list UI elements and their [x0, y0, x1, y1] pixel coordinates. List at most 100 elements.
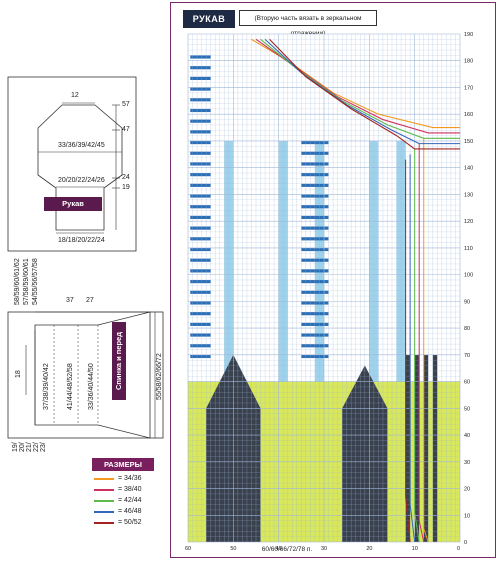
- stitch-mark: [190, 247, 211, 252]
- stitch-mark: [190, 322, 211, 326]
- size-line: [264, 38, 460, 145]
- sleeve-h1: 57: [122, 101, 130, 108]
- row-label: 150: [464, 139, 473, 145]
- size-line: [260, 38, 460, 139]
- sleeve-lower-width: 20/20/22/24/26: [58, 177, 105, 184]
- col-label: 0: [457, 546, 460, 550]
- legend-swatch: [94, 489, 114, 491]
- sleeve-tag: РУКАВ: [183, 10, 235, 28]
- row-label: 120: [464, 219, 473, 225]
- cable-stripe: [405, 354, 411, 542]
- cable-stripe: [423, 354, 429, 542]
- body-width-c: 54/55/56/57/58: [32, 258, 39, 305]
- body-bottom-1: 19/: [12, 442, 19, 452]
- size-line: [405, 159, 411, 543]
- col-label: 20: [366, 546, 372, 550]
- col-label: 10: [412, 546, 418, 550]
- sleeve-bottom-width: 18/18/20/22/24: [58, 237, 105, 244]
- size-line: [409, 154, 416, 543]
- row-label: 180: [464, 59, 473, 65]
- stitch-mark: [190, 279, 211, 284]
- body-h-b: 41/44/48/52/58: [67, 363, 74, 410]
- stitch-mark: [190, 98, 211, 102]
- col-label: 50: [230, 546, 236, 550]
- sleeve-h4: 19: [122, 184, 130, 191]
- col-label: 30: [321, 546, 327, 550]
- body-bottom-2: 20/: [19, 442, 26, 452]
- stitch-mark: [190, 354, 211, 359]
- legend-swatch: [94, 511, 114, 513]
- stitch-mark: [190, 333, 211, 337]
- size-line: [414, 148, 420, 543]
- stitch-mark: [190, 108, 211, 113]
- body-width-a: 58/59/60/61/62: [14, 258, 21, 305]
- size-line: [418, 143, 425, 543]
- row-label: 110: [464, 246, 473, 252]
- stitch-mark: [190, 301, 211, 305]
- body-width-b: 57/58/59/60/61: [23, 258, 30, 305]
- stitch-mark: [190, 76, 211, 80]
- body-w1: 37: [66, 297, 74, 304]
- stitch-mark: [190, 312, 211, 316]
- knitting-chart: 1901801701601501401301201101009080706050…: [185, 32, 473, 550]
- stitch-mark: [190, 226, 211, 230]
- stitch-mark: [190, 237, 211, 241]
- stitch-mark: [190, 173, 211, 177]
- body-bottom-5: 23/: [40, 442, 47, 452]
- row-label: 90: [464, 299, 470, 305]
- col-label: 40: [276, 546, 282, 550]
- row-label: 80: [464, 326, 470, 332]
- sleeve-chart-frame: [170, 2, 496, 558]
- sleeve-h2: 47: [122, 126, 130, 133]
- stitch-mark: [190, 119, 211, 123]
- legend-label: = 38/40: [118, 486, 142, 493]
- legend-item: = 50/52: [94, 518, 174, 528]
- row-label: 140: [464, 166, 473, 172]
- body-h-c: 33/36/40/44/50: [88, 363, 95, 410]
- body-bottom-3: 21/: [26, 442, 33, 452]
- legend-title: РАЗМЕРЫ: [92, 458, 154, 471]
- col-label: 60: [185, 546, 191, 550]
- stitch-mark: [190, 194, 211, 198]
- stitch-mark: [190, 162, 211, 166]
- row-label: 60: [464, 380, 470, 386]
- legend-swatch: [94, 478, 114, 480]
- body-left-height: 18: [15, 370, 22, 378]
- row-label: 130: [464, 192, 473, 198]
- legend-swatch: [94, 500, 114, 502]
- body-schema-border: [7, 311, 164, 439]
- stitch-mark: [190, 130, 211, 134]
- row-label: 70: [464, 353, 470, 359]
- legend-swatch: [94, 522, 114, 524]
- cable-stripe: [432, 354, 438, 542]
- size-line: [269, 38, 460, 150]
- stitch-mark: [190, 183, 211, 187]
- legend-item: = 38/40: [94, 485, 174, 495]
- stitch-mark: [190, 140, 211, 145]
- sleeve-top-width: 12: [71, 92, 79, 99]
- sleeve-note: (Вторую часть вязать в зеркальном отраже…: [239, 10, 377, 37]
- row-label: 160: [464, 112, 473, 118]
- row-label: 100: [464, 273, 473, 279]
- row-label: 170: [464, 85, 473, 91]
- stitch-count: 60/60/66/72/78 п.: [261, 546, 313, 553]
- sleeve-schema-border: [7, 76, 137, 252]
- sleeve-mid-width: 33/36/39/42/45: [58, 142, 105, 149]
- legend-label: = 46/48: [118, 508, 142, 515]
- body-bottom-4: 22/: [33, 442, 40, 452]
- stitch-mark: [190, 344, 211, 348]
- stitch-mark: [190, 87, 211, 91]
- stitch-mark: [190, 205, 211, 209]
- stitch-mark: [190, 55, 211, 59]
- legend-item: = 46/48: [94, 507, 174, 517]
- legend-label: = 42/44: [118, 497, 142, 504]
- row-label: 0: [464, 540, 467, 546]
- row-label: 50: [464, 406, 470, 412]
- row-label: 30: [464, 460, 470, 466]
- sleeve-label: Рукав: [44, 197, 102, 211]
- legend-item: = 42/44: [94, 496, 174, 506]
- body-w2: 27: [86, 297, 94, 304]
- stitch-mark: [190, 66, 211, 70]
- row-label: 40: [464, 433, 470, 439]
- stitch-mark: [190, 290, 211, 294]
